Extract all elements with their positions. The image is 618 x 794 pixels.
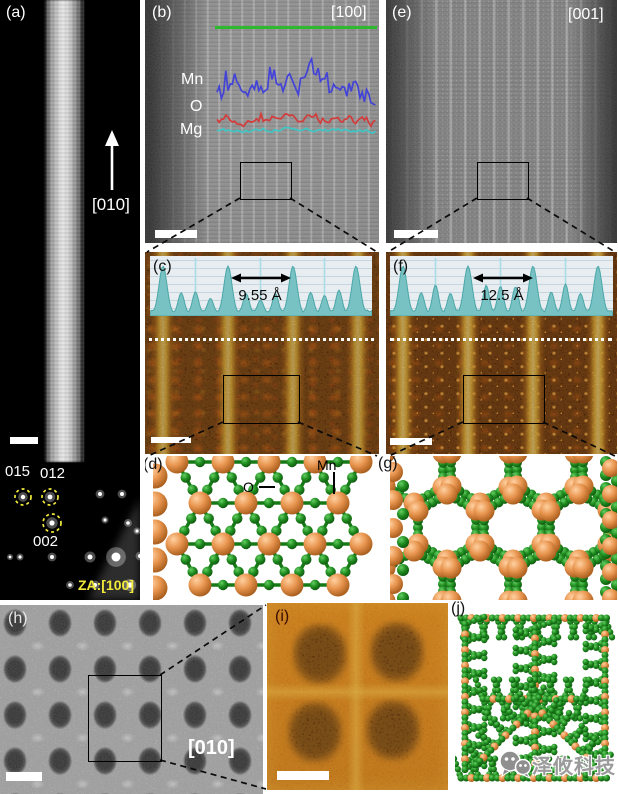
scale-bar bbox=[394, 230, 438, 238]
panel-i-haadf-zoom-cross-section: (i) bbox=[267, 603, 448, 790]
panel-i-label: (i) bbox=[275, 608, 290, 625]
o-leader-line bbox=[259, 486, 275, 488]
panel-a-tem-nanowire: (a) [010] 015 012 002 ZA:[100] bbox=[0, 0, 140, 600]
zone-axis-label: ZA:[100] bbox=[77, 577, 134, 593]
zoom-region-box-f bbox=[463, 375, 545, 424]
watermark: 泽攸科技 bbox=[498, 746, 618, 782]
panel-h-tem-cross-section: (h) [010] bbox=[0, 605, 263, 794]
scale-bar bbox=[10, 437, 38, 444]
panel-d-atomic-model-100: (d) Mn O bbox=[145, 456, 379, 600]
scale-bar bbox=[6, 772, 42, 781]
profile-position-line bbox=[149, 338, 374, 341]
panel-b-label: (b) bbox=[152, 4, 172, 21]
panel-h-label: (h) bbox=[8, 610, 28, 627]
zoom-region-box-c bbox=[223, 375, 300, 424]
mn-atom-label: Mn bbox=[317, 457, 337, 473]
electron-diffraction-pattern bbox=[6, 488, 140, 600]
panel-e-axis-label: [001] bbox=[568, 6, 604, 23]
panel-e-stem-001: (e) [001] bbox=[386, 0, 617, 243]
mn-leader-line bbox=[333, 472, 335, 494]
diffraction-spot-label-002: 002 bbox=[33, 533, 59, 550]
intensity-profile-c: 9.55 Å bbox=[150, 256, 372, 316]
zoom-region-box-e bbox=[477, 162, 529, 200]
panel-a-label: (a) bbox=[6, 4, 26, 21]
panel-f-haadf-zoom-001: 12.5 Å (f) bbox=[386, 252, 617, 454]
panel-b-stem-100: (b) [100] Mn O Mg bbox=[145, 0, 379, 243]
eds-label-mn: Mn bbox=[181, 71, 204, 88]
tunnel-pore bbox=[288, 702, 342, 762]
eds-label-o: O bbox=[190, 98, 203, 115]
panel-h-axis-label: [010] bbox=[188, 737, 235, 759]
scale-bar bbox=[277, 771, 329, 780]
growth-axis-label: [010] bbox=[92, 195, 130, 214]
panel-j-label: (j) bbox=[451, 600, 466, 617]
panel-d-label: (d) bbox=[145, 456, 163, 473]
tunnel-pore bbox=[370, 622, 424, 682]
zoom-region-box-h bbox=[88, 675, 162, 762]
panel-j-structure-model-cross-section: (j) bbox=[450, 600, 618, 794]
profile-position-line bbox=[390, 338, 612, 341]
up-arrow-icon bbox=[105, 130, 119, 190]
panel-f-label: (f) bbox=[393, 258, 409, 275]
o-atom-label: O bbox=[243, 479, 254, 495]
crystal-structure-model bbox=[390, 456, 617, 600]
tunnel-pore bbox=[366, 700, 420, 760]
panel-c-label: (c) bbox=[153, 258, 172, 275]
watermark-text: 泽攸科技 bbox=[532, 755, 616, 778]
eds-label-mg: Mg bbox=[180, 121, 203, 138]
intensity-profile-plot bbox=[390, 258, 613, 316]
panel-e-label: (e) bbox=[392, 4, 412, 21]
vacuum-edge-shadow bbox=[572, 0, 617, 243]
intensity-profile-f: 12.5 Å bbox=[390, 256, 613, 316]
scale-bar bbox=[151, 437, 191, 443]
spacing-annotation: 12.5 Å bbox=[480, 287, 524, 304]
diffraction-spot-label-012: 012 bbox=[40, 465, 66, 482]
diffraction-spot-label-015: 015 bbox=[5, 463, 31, 480]
crystal-structure-model bbox=[153, 456, 373, 600]
eds-linescan-marker bbox=[215, 26, 377, 29]
zoom-region-box-b bbox=[240, 162, 292, 200]
scale-bar bbox=[390, 438, 432, 445]
nanowire-assembly-model bbox=[455, 613, 615, 782]
chat-bubbles-logo-icon bbox=[499, 750, 532, 779]
intensity-profile-plot bbox=[150, 258, 372, 316]
spacing-annotation: 9.55 Å bbox=[238, 287, 282, 304]
panel-g-atomic-model-001: (g) bbox=[378, 456, 617, 600]
nanowire-image bbox=[44, 0, 84, 462]
tunnel-pore bbox=[293, 624, 347, 684]
panel-c-haadf-zoom-100: 9.55 Å (c) bbox=[145, 252, 379, 454]
panel-b-axis-label: [100] bbox=[331, 4, 367, 21]
scale-bar bbox=[155, 230, 197, 238]
vacuum-edge-shadow bbox=[386, 0, 436, 243]
bright-lattice-ridge bbox=[347, 603, 365, 790]
panel-g-label: (g) bbox=[378, 455, 398, 472]
